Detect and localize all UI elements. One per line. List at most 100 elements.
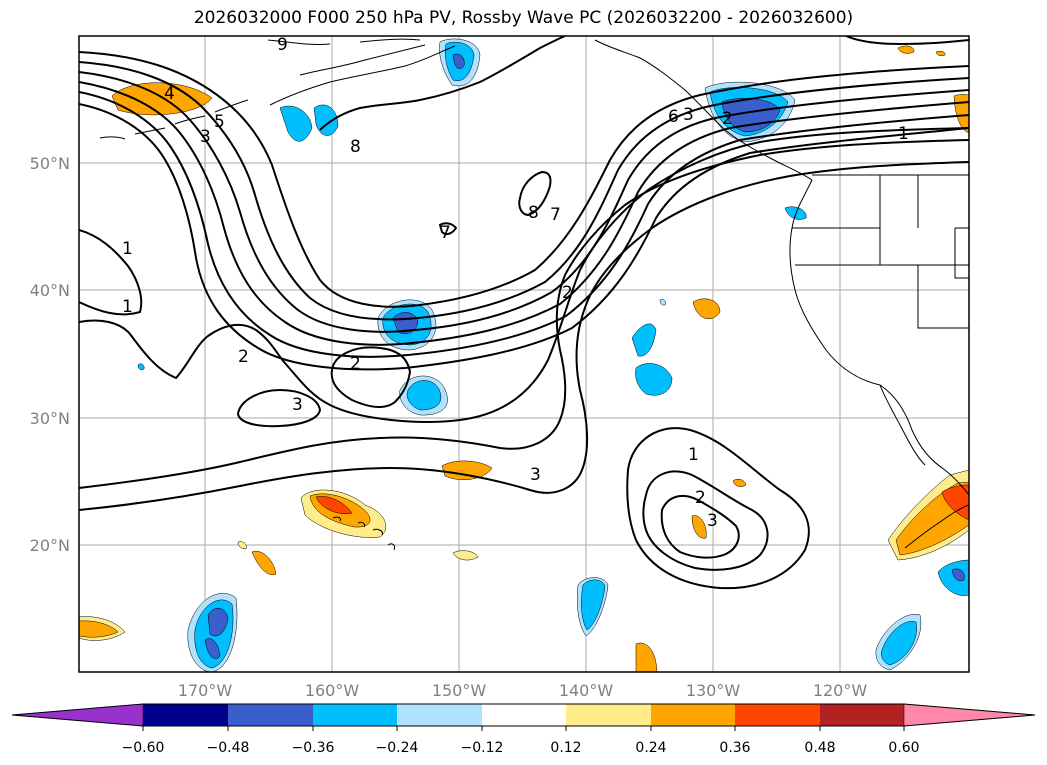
contour-label: 6 [668, 107, 679, 127]
contour-label: 2 [562, 283, 573, 303]
anomaly-patch [941, 484, 969, 521]
anomaly-patch [137, 363, 145, 371]
anomaly-patch [631, 323, 657, 357]
anomaly-patch [784, 206, 807, 220]
colorbar-tick-label: −0.24 [376, 740, 419, 756]
contour-line [845, 36, 969, 46]
colorbar-segment [566, 704, 651, 726]
contour-label: 4 [164, 84, 175, 104]
colorbar-extend-left [11, 703, 144, 727]
anomaly-patch [315, 496, 353, 514]
colorbar-tick-label: 0.60 [888, 740, 919, 756]
colorbar-ticks [142, 726, 905, 731]
contour-line [438, 222, 458, 236]
plot-area: 9 4 5 3 8 6 1 2 7 3 1 8 7 2 2 3 1 2 3 1 … [79, 35, 969, 672]
lon-label-170w: 170°W [178, 681, 233, 700]
anomaly-patch [881, 621, 917, 666]
colorbar-tick-label: −0.12 [461, 740, 504, 756]
contour-line [79, 139, 969, 489]
contour-label: 1 [898, 124, 909, 144]
lat-label-50n: 50°N [30, 154, 70, 173]
contour-line [642, 470, 769, 571]
anomaly-patch [251, 550, 277, 576]
anomaly-patch [935, 50, 946, 57]
colorbar: −0.60 −0.48 −0.36 −0.24 −0.12 0.12 0.24 … [11, 703, 1036, 756]
map-frame [78, 35, 970, 673]
colorbar-segment [482, 704, 566, 726]
negative-anomaly-fills [137, 38, 969, 672]
contour-line [79, 161, 969, 511]
anomaly-patch [691, 515, 707, 539]
contour-label: 3 [707, 511, 718, 531]
hawaii-islands [332, 516, 395, 551]
anomaly-patch [635, 363, 673, 396]
anomaly-patch [452, 53, 465, 69]
colorbar-tick-label: 0.12 [550, 740, 581, 756]
contour-label: 5 [214, 112, 225, 132]
contour-line [79, 127, 969, 423]
contour-label: 1 [122, 297, 133, 317]
colorbar-tick-label: 0.36 [719, 740, 750, 756]
colorbar-segment [651, 704, 735, 726]
anomaly-patch [406, 380, 442, 411]
lon-label-140w: 140°W [559, 681, 614, 700]
colorbar-segment [143, 704, 228, 726]
contour-line [518, 170, 552, 217]
anomaly-patch [659, 299, 666, 306]
contour-line [79, 71, 969, 333]
colorbar-segment [820, 704, 904, 726]
colorbar-tick-labels: −0.60 −0.48 −0.36 −0.24 −0.12 0.12 0.24 … [122, 740, 920, 756]
contour-label: 7 [550, 205, 561, 225]
anomaly-patch [581, 579, 606, 631]
contour-line [79, 103, 969, 371]
map-title: 2026032000 F000 250 hPa PV, Rossby Wave … [193, 8, 854, 28]
contour-label: 1 [122, 239, 133, 259]
contour-line [79, 51, 969, 308]
lat-label-20n: 20°N [30, 536, 70, 555]
contour-line [79, 81, 969, 346]
positive-anomaly-fills [79, 45, 969, 672]
lon-label-120w: 120°W [813, 681, 868, 700]
anomaly-patch [111, 82, 213, 116]
anomaly-patch [204, 638, 221, 659]
contour-line [236, 388, 322, 428]
pv-contours [79, 36, 969, 590]
colorbar-segment [313, 704, 397, 726]
alaska-coastline [267, 38, 456, 106]
contour-label: 9 [277, 35, 288, 55]
longitude-labels: 170°W 160°W 150°W 140°W 130°W 120°W [178, 681, 868, 700]
contour-label: 7 [440, 223, 451, 243]
mexico-coastline [904, 504, 969, 549]
colorbar-tick-label: 0.48 [804, 740, 835, 756]
contour-line [330, 346, 412, 408]
colorbar-tick-label: −0.60 [122, 740, 165, 756]
anomaly-patch [207, 608, 229, 637]
anomaly-patch [237, 541, 247, 550]
contour-line [660, 494, 740, 559]
lon-label-160w: 160°W [305, 681, 360, 700]
colorbar-extend-right [903, 703, 1036, 727]
lat-label-40n: 40°N [30, 281, 70, 300]
contour-line [319, 36, 566, 131]
contour-label: 2 [695, 488, 706, 508]
contour-label: 3 [292, 395, 303, 415]
colorbar-tick-label: 0.24 [635, 740, 666, 756]
anomaly-patch [313, 104, 339, 136]
anomaly-patch [732, 478, 747, 487]
anomaly-patch [452, 550, 479, 561]
west-coast-coastline [789, 179, 969, 496]
contour-label: 1 [688, 445, 699, 465]
aleutian-islands [99, 99, 249, 140]
lon-label-150w: 150°W [432, 681, 487, 700]
state-borders [792, 175, 969, 329]
canada-coastline [594, 39, 813, 181]
anomaly-patch [953, 94, 969, 134]
contour-line [79, 91, 969, 358]
colorbar-segment [228, 704, 313, 726]
contour-line [79, 61, 969, 321]
lon-label-130w: 130°W [686, 681, 741, 700]
coastlines [99, 38, 969, 551]
contour-label: 3 [530, 465, 541, 485]
lat-label-30n: 30°N [30, 409, 70, 428]
contour-label: 8 [350, 137, 361, 157]
